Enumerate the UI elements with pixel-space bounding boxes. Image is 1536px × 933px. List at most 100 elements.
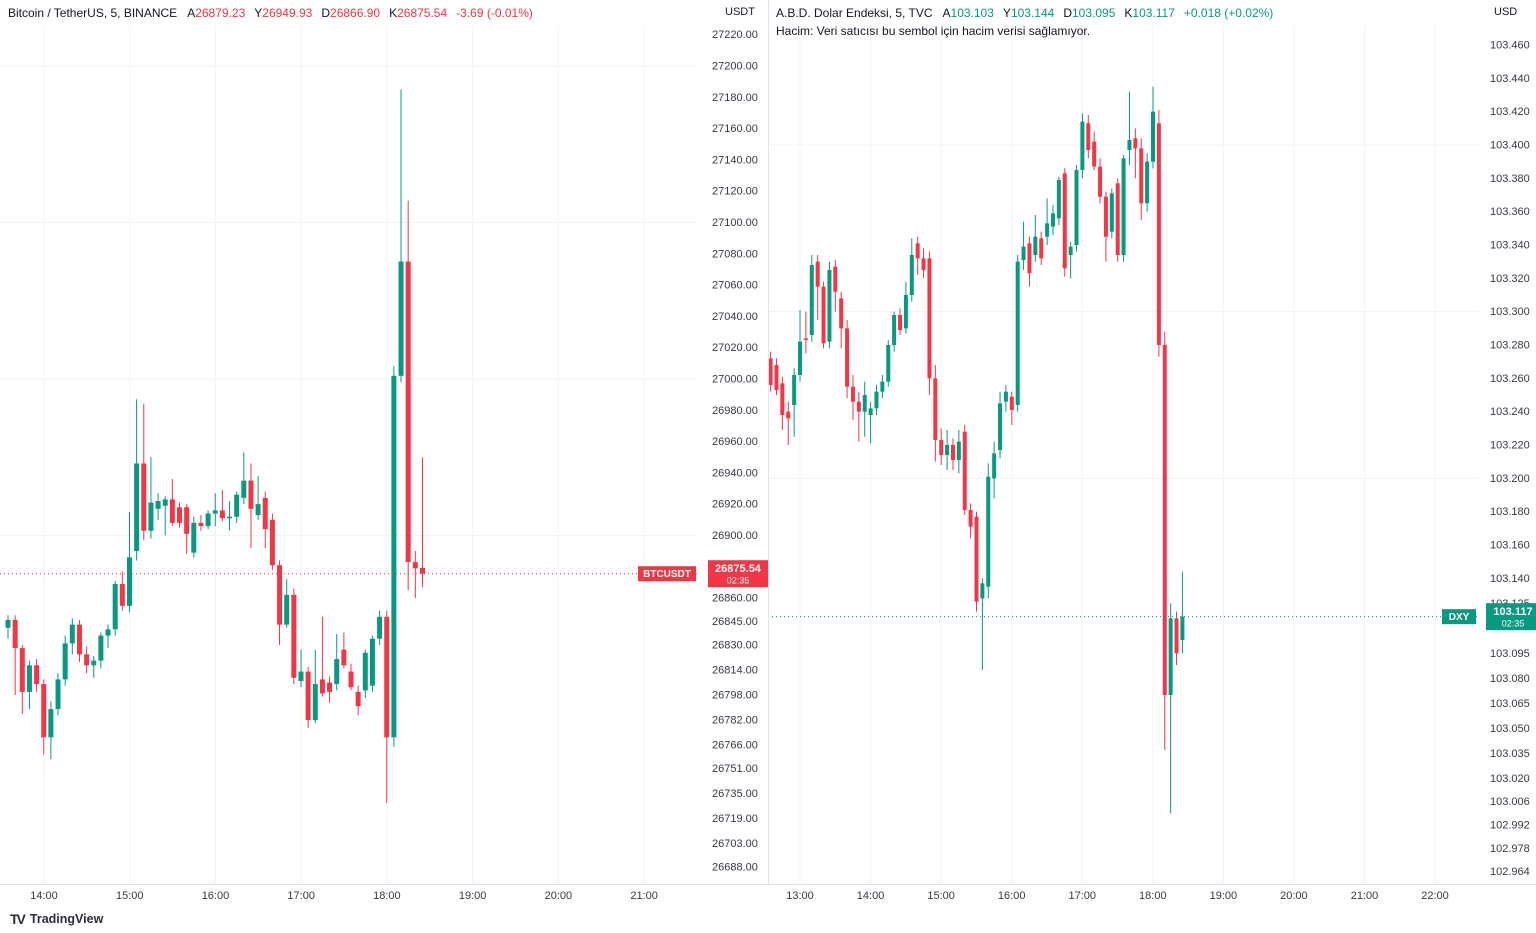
time-tick-label: 19:00 — [459, 890, 487, 902]
btcusdt-chart-pane[interactable]: 27220.00 27200.00 27180.00 27160.00 27140.00… — [0, 0, 768, 933]
close-value: 103.117 — [1132, 6, 1175, 20]
time-tick-label: 18:00 — [1139, 890, 1167, 902]
high-value: 26949.93 — [262, 6, 313, 20]
price-tick-label: 103.400 — [1490, 140, 1530, 152]
price-tick-label: 27180.00 — [712, 92, 758, 104]
price-axis[interactable]: 103.460 103.440 103.420 103.400 103.380 103.3… — [1490, 40, 1530, 879]
price-tick-label: 26814.00 — [712, 665, 758, 677]
candles-layer[interactable] — [768, 86, 1185, 814]
price-tick-label: 103.080 — [1490, 673, 1530, 685]
time-tick-label: 21:00 — [630, 890, 658, 902]
price-tick-label: 103.340 — [1490, 240, 1530, 252]
price-tick-label: 26860.00 — [712, 593, 758, 605]
price-tick-label: 26782.00 — [712, 715, 758, 727]
time-axis-border — [0, 884, 1536, 885]
price-tick-label: 26980.00 — [712, 405, 758, 417]
time-tick-label: 16:00 — [202, 890, 230, 902]
close-label: K — [1124, 6, 1133, 20]
price-tick-label: 103.020 — [1490, 773, 1530, 785]
time-tick-label: 21:00 — [1351, 890, 1379, 902]
price-tick-label: 27160.00 — [712, 123, 758, 135]
price-tick-label: 103.240 — [1490, 406, 1530, 418]
pane-divider[interactable] — [768, 0, 769, 884]
dxy-candlestick-canvas[interactable]: 103.460 103.440 103.420 103.400 103.380 103.3… — [768, 0, 1536, 933]
dxy-legend: A.B.D. Dolar Endeksi, 5, TVC A103.103 Y103… — [776, 5, 1273, 21]
price-tick-label: 103.320 — [1490, 273, 1530, 285]
low-value: 103.095 — [1072, 6, 1116, 20]
change-value: -3.69 (-0.01%) — [456, 6, 533, 20]
time-axis[interactable]: 13:00 14:00 15:00 16:00 17:00 18:00 19:00 20:00… — [786, 890, 1449, 902]
price-axis[interactable]: 27220.00 27200.00 27180.00 27160.00 27140.00… — [712, 29, 758, 873]
time-tick-label: 16:00 — [998, 890, 1026, 902]
open-value: 26879.23 — [195, 6, 246, 20]
price-tick-label: 26688.00 — [712, 862, 758, 874]
price-tick-label: 26766.00 — [712, 740, 758, 752]
price-tick-label: 26719.00 — [712, 813, 758, 825]
price-tick-label: 27060.00 — [712, 280, 758, 292]
price-tick-label: 26920.00 — [712, 499, 758, 511]
bar-countdown-text: 02:35 — [1502, 619, 1525, 629]
price-tick-label: 103.035 — [1490, 748, 1530, 760]
last-price-tag — [708, 560, 768, 588]
dxy-chart-pane[interactable]: 103.460 103.440 103.420 103.400 103.380 103.3… — [768, 0, 1536, 933]
open-label: A — [942, 6, 951, 20]
price-tick-label: 103.095 — [1490, 648, 1530, 660]
price-tick-label: 27120.00 — [712, 186, 758, 198]
time-tick-label: 22:00 — [1421, 890, 1449, 902]
price-tick-label: 26703.00 — [712, 838, 758, 850]
low-label: D — [1063, 6, 1072, 20]
price-tick-label: 103.260 — [1490, 373, 1530, 385]
price-tick-label: 27000.00 — [712, 373, 758, 385]
right-axis-unit-label: USD — [1494, 6, 1518, 18]
left-axis-unit-label: USDT — [725, 6, 755, 18]
grid-lines — [0, 25, 698, 884]
close-label: K — [389, 6, 398, 20]
price-tick-label: 102.964 — [1490, 866, 1530, 878]
price-tick-label: 27080.00 — [712, 248, 758, 260]
candles-layer[interactable] — [5, 89, 425, 804]
low-label: D — [321, 6, 331, 20]
price-tick-label: 102.992 — [1490, 820, 1530, 832]
price-tick-label: 103.160 — [1490, 540, 1530, 552]
open-value: 103.103 — [950, 6, 994, 20]
last-price-text: 103.117 — [1493, 606, 1532, 618]
symbol-tag-text: BTCUSDT — [643, 569, 691, 580]
low-value: 26866.90 — [330, 6, 381, 20]
price-tick-label: 103.460 — [1490, 40, 1530, 52]
time-tick-label: 13:00 — [786, 890, 814, 902]
tradingview-logo[interactable]: TV TradingView — [10, 911, 103, 927]
last-price-tag — [1486, 603, 1536, 631]
btcusdt-symbol-title[interactable]: Bitcoin / TetherUS, 5, BINANCE — [8, 6, 178, 20]
last-price-text: 26875.54 — [715, 563, 762, 575]
price-tick-label: 103.200 — [1490, 473, 1530, 485]
open-label: A — [187, 6, 196, 20]
high-label: Y — [254, 6, 263, 20]
time-tick-label: 20:00 — [1280, 890, 1308, 902]
tradingview-brand-text: TradingView — [29, 912, 104, 926]
price-tick-label: 103.220 — [1490, 440, 1530, 452]
price-tick-label: 103.180 — [1490, 506, 1530, 518]
symbol-tag-text: DXY — [1449, 612, 1470, 623]
change-value: +0.018 (+0.02%) — [1183, 6, 1274, 20]
price-tick-label: 26845.00 — [712, 616, 758, 628]
symbol-tag — [638, 566, 696, 582]
price-tick-label: 26960.00 — [712, 436, 758, 448]
time-tick-label: 20:00 — [545, 890, 573, 902]
time-axis[interactable]: 14:00 15:00 16:00 17:00 18:00 19:00 20:00 21:00 — [30, 890, 658, 902]
time-tick-label: 18:00 — [373, 890, 401, 902]
time-tick-label: 19:00 — [1210, 890, 1238, 902]
tradingview-logo-icon: TV — [10, 911, 26, 927]
price-tick-label: 27100.00 — [712, 217, 758, 229]
high-value: 103.144 — [1010, 6, 1055, 20]
bar-countdown-text: 02:35 — [727, 576, 750, 586]
time-tick-label: 14:00 — [30, 890, 58, 902]
time-tick-label: 15:00 — [927, 890, 955, 902]
time-tick-label: 17:00 — [287, 890, 315, 902]
dxy-symbol-title[interactable]: A.B.D. Dolar Endeksi, 5, TVC — [776, 6, 933, 20]
price-tick-label: 27140.00 — [712, 154, 758, 166]
price-tick-label: 103.380 — [1490, 173, 1530, 185]
price-tick-label: 103.140 — [1490, 573, 1530, 585]
btcusdt-candlestick-canvas[interactable]: 27220.00 27200.00 27180.00 27160.00 27140.00… — [0, 0, 768, 933]
price-tick-label: 103.360 — [1490, 206, 1530, 218]
